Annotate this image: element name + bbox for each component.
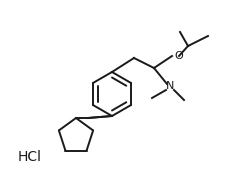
Text: N: N — [166, 81, 174, 91]
Text: HCl: HCl — [18, 150, 42, 164]
Text: O: O — [174, 51, 183, 61]
